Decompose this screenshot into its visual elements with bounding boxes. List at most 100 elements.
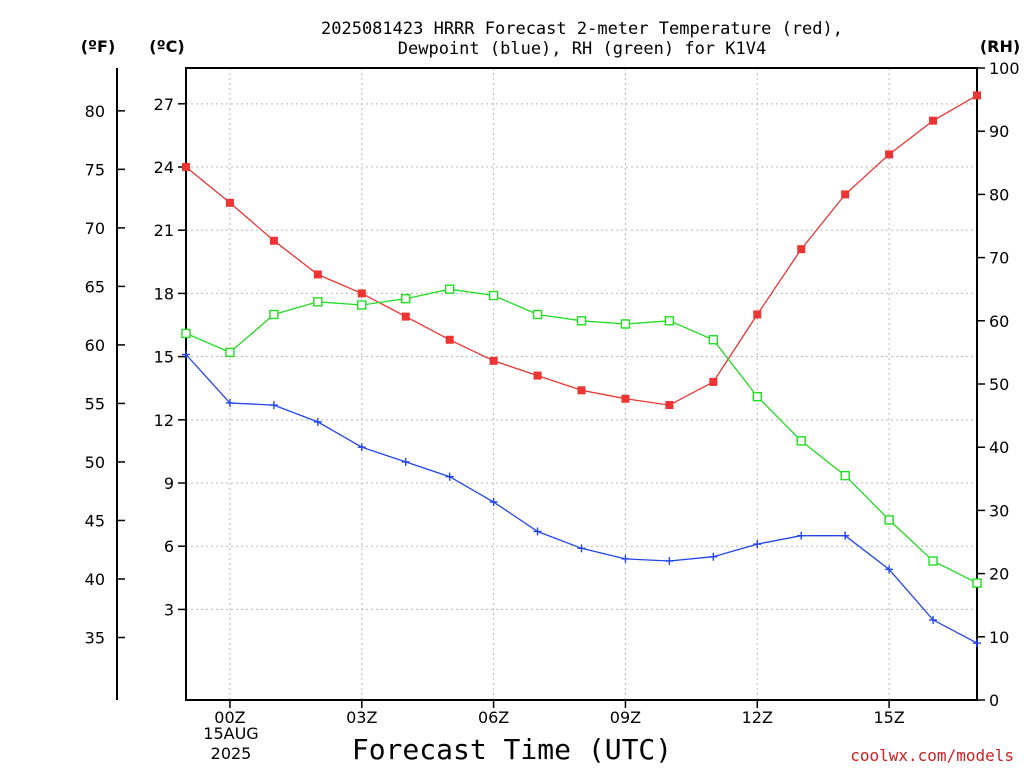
grid bbox=[186, 68, 977, 700]
rh-tick-label: 70 bbox=[989, 249, 1009, 268]
dewpoint-point bbox=[709, 552, 718, 561]
temperature-point bbox=[225, 198, 234, 207]
rh-point bbox=[532, 309, 543, 320]
rh-point bbox=[708, 335, 719, 345]
x-tick-label: 09Z bbox=[610, 708, 641, 727]
celsius-tick-label: 9 bbox=[164, 474, 174, 493]
x-tick-label: 03Z bbox=[346, 708, 377, 727]
temperature-point bbox=[269, 236, 278, 245]
fahrenheit-tick-label: 40 bbox=[85, 570, 105, 589]
temperature-point bbox=[445, 335, 454, 344]
dewpoint-point bbox=[753, 540, 762, 549]
dewpoint-point bbox=[313, 417, 322, 426]
rh-tick-label: 60 bbox=[989, 312, 1009, 331]
rh-point bbox=[972, 578, 982, 588]
x-tick-label: 12Z bbox=[742, 708, 773, 727]
x-tick-label: 15Z bbox=[873, 708, 904, 727]
celsius-tick-label: 27 bbox=[154, 95, 174, 114]
fahrenheit-tick-label: 75 bbox=[85, 160, 105, 179]
rh-point bbox=[752, 391, 762, 402]
dewpoint-point bbox=[269, 401, 278, 410]
x-axis-label: Forecast Time (UTC) bbox=[352, 733, 672, 766]
fahrenheit-tick-label: 45 bbox=[85, 511, 105, 530]
dewpoint-point bbox=[182, 350, 190, 359]
rh-tick-label: 30 bbox=[989, 501, 1009, 520]
rh-point bbox=[401, 293, 411, 304]
rh-tick-label: 80 bbox=[989, 185, 1009, 204]
dewpoint-point bbox=[577, 544, 586, 553]
temperature-point bbox=[973, 91, 981, 100]
temperature-point bbox=[182, 163, 190, 172]
credit-text: coolwx.com/models bbox=[850, 746, 1014, 765]
celsius-tick-label: 21 bbox=[154, 221, 174, 240]
x-tick-label: 06Z bbox=[478, 708, 509, 727]
temperature-point bbox=[313, 270, 322, 279]
fahrenheit-tick-label: 70 bbox=[85, 219, 105, 238]
chart-title-line-1: 2025081423 HRRR Forecast 2-meter Tempera… bbox=[321, 19, 843, 39]
rh-tick-label: 50 bbox=[989, 375, 1009, 394]
dewpoint-point bbox=[841, 531, 850, 540]
rh-point bbox=[928, 556, 938, 566]
celsius-unit-label: (ºC) bbox=[149, 37, 184, 56]
rh-point bbox=[840, 470, 850, 481]
dewpoint-point bbox=[885, 565, 894, 574]
fahrenheit-tick-label: 35 bbox=[85, 629, 105, 648]
plot-frame bbox=[185, 67, 978, 701]
dewpoint-line bbox=[185, 354, 978, 644]
dewpoint-point bbox=[445, 472, 454, 481]
rh-point bbox=[884, 515, 894, 525]
dewpoint-point bbox=[665, 556, 674, 565]
temperature-point bbox=[929, 116, 938, 125]
date-label-year: 2025 bbox=[211, 744, 252, 763]
celsius-tick-label: 18 bbox=[154, 284, 174, 303]
celsius-tick-label: 12 bbox=[154, 411, 174, 430]
rh-line bbox=[185, 288, 978, 584]
series bbox=[181, 91, 982, 648]
rh-point bbox=[488, 290, 499, 301]
dewpoint-point bbox=[225, 398, 234, 407]
fahrenheit-tick-label: 65 bbox=[85, 277, 105, 296]
temperature-point bbox=[533, 371, 542, 380]
rh-tick-label: 20 bbox=[989, 565, 1009, 584]
temperature-line bbox=[185, 94, 978, 406]
dewpoint-point bbox=[797, 531, 806, 540]
rh-tick-label: 40 bbox=[989, 438, 1009, 457]
dewpoint-point bbox=[929, 615, 938, 624]
rh-tick-label: 90 bbox=[989, 122, 1009, 141]
fahrenheit-tick-label: 60 bbox=[85, 336, 105, 355]
temperature-point bbox=[489, 356, 498, 365]
rh-point bbox=[357, 300, 367, 310]
temperature-point bbox=[577, 386, 586, 395]
rh-point bbox=[269, 309, 279, 320]
temperature-point bbox=[357, 289, 366, 298]
fahrenheit-tick-label: 80 bbox=[85, 102, 105, 121]
rh-tick-label: 10 bbox=[989, 628, 1009, 647]
rh-point bbox=[181, 328, 191, 339]
dewpoint-point bbox=[973, 639, 981, 648]
dewpoint-point bbox=[489, 497, 498, 506]
rh-point bbox=[664, 316, 675, 326]
temperature-point bbox=[797, 245, 806, 254]
rh-tick-label: 100 bbox=[989, 59, 1020, 78]
celsius-tick-label: 15 bbox=[154, 348, 174, 367]
rh-point bbox=[225, 347, 235, 358]
chart-title-line-2: Dewpoint (blue), RH (green) for K1V4 bbox=[398, 39, 766, 59]
temperature-point bbox=[665, 401, 674, 410]
fahrenheit-unit-label: (ºF) bbox=[81, 37, 116, 56]
temperature-point bbox=[401, 312, 410, 321]
temperature-point bbox=[709, 377, 718, 386]
fahrenheit-tick-label: 50 bbox=[85, 453, 105, 472]
celsius-tick-label: 6 bbox=[164, 537, 174, 556]
temperature-point bbox=[841, 190, 850, 199]
axes: 3 6 9 12 15 18 21 24 27 35 40 45 50 55 60 65 70 75 80 0 10 20… bbox=[85, 59, 1020, 727]
temperature-point bbox=[753, 310, 762, 319]
celsius-tick-label: 24 bbox=[154, 158, 174, 177]
rh-point bbox=[313, 297, 323, 307]
rh-point bbox=[576, 316, 587, 326]
date-label-day: 15AUG bbox=[203, 724, 258, 743]
dewpoint-point bbox=[357, 443, 366, 452]
rh-tick-label: 0 bbox=[989, 691, 999, 710]
celsius-tick-label: 3 bbox=[164, 600, 174, 619]
fahrenheit-tick-label: 55 bbox=[85, 394, 105, 413]
